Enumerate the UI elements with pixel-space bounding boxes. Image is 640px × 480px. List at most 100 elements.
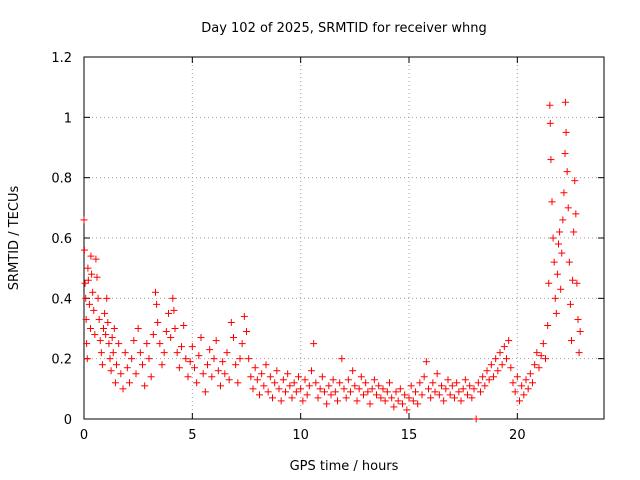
data-point bbox=[405, 394, 413, 402]
data-point bbox=[273, 367, 281, 375]
data-point bbox=[355, 385, 363, 393]
data-point bbox=[139, 361, 146, 369]
data-point bbox=[292, 388, 300, 396]
data-point bbox=[167, 334, 175, 342]
data-point bbox=[264, 388, 272, 396]
data-point bbox=[325, 382, 333, 390]
x-axis-label: GPS time / hours bbox=[290, 459, 399, 474]
data-point bbox=[507, 364, 515, 372]
data-point bbox=[83, 340, 91, 348]
data-point bbox=[570, 228, 578, 236]
y-axis-label: SRMTID / TECUs bbox=[7, 186, 22, 291]
data-point bbox=[334, 397, 341, 405]
data-point bbox=[113, 361, 120, 369]
data-point bbox=[390, 403, 398, 411]
data-point bbox=[496, 349, 504, 357]
data-point bbox=[295, 373, 302, 381]
data-point bbox=[542, 355, 549, 363]
data-point bbox=[109, 349, 117, 357]
data-point bbox=[279, 376, 287, 384]
data-point bbox=[243, 328, 250, 336]
data-point bbox=[357, 373, 365, 381]
data-point bbox=[453, 379, 461, 387]
data-point bbox=[481, 382, 489, 390]
data-point bbox=[180, 321, 188, 329]
data-point bbox=[149, 331, 157, 339]
data-point bbox=[201, 388, 209, 396]
data-point bbox=[531, 361, 539, 369]
data-point bbox=[96, 337, 104, 345]
data-point bbox=[440, 397, 448, 405]
data-point bbox=[524, 385, 532, 393]
data-point bbox=[100, 325, 107, 332]
data-point bbox=[80, 246, 88, 254]
data-point bbox=[459, 385, 467, 393]
data-point bbox=[366, 400, 374, 408]
data-point bbox=[321, 388, 328, 396]
data-point bbox=[85, 300, 93, 308]
data-point bbox=[394, 397, 402, 405]
data-point bbox=[305, 382, 313, 390]
y-tick-label: 0 bbox=[64, 413, 72, 428]
data-point bbox=[529, 379, 536, 387]
data-point bbox=[141, 382, 149, 390]
x-tick-label: 5 bbox=[188, 428, 196, 443]
data-point bbox=[247, 373, 255, 381]
data-point bbox=[431, 388, 439, 396]
data-point bbox=[284, 370, 292, 378]
data-point bbox=[316, 385, 324, 393]
data-point bbox=[381, 397, 389, 405]
data-point bbox=[173, 349, 181, 357]
data-point bbox=[331, 388, 339, 396]
data-point bbox=[470, 385, 478, 393]
data-point bbox=[555, 240, 562, 248]
data-point bbox=[559, 216, 567, 224]
data-point bbox=[214, 367, 222, 375]
data-point bbox=[82, 315, 90, 323]
data-point bbox=[516, 397, 523, 405]
data-point bbox=[375, 382, 383, 390]
data-point bbox=[446, 391, 454, 399]
data-point bbox=[210, 355, 218, 363]
data-point bbox=[500, 343, 508, 351]
data-point bbox=[271, 379, 279, 387]
data-point bbox=[546, 119, 554, 127]
data-point bbox=[84, 264, 92, 272]
data-point bbox=[94, 294, 102, 302]
data-point bbox=[518, 382, 526, 390]
y-tick-label: 0.4 bbox=[51, 292, 72, 307]
data-point bbox=[275, 385, 283, 393]
data-point bbox=[379, 385, 387, 393]
data-point bbox=[251, 364, 259, 372]
data-point bbox=[547, 156, 555, 164]
data-point bbox=[520, 391, 528, 399]
data-point bbox=[110, 325, 118, 332]
data-point bbox=[258, 370, 266, 378]
data-point bbox=[403, 406, 411, 414]
data-point bbox=[117, 370, 125, 378]
data-point bbox=[232, 361, 240, 369]
data-point bbox=[290, 379, 298, 387]
data-point bbox=[83, 355, 91, 363]
data-point bbox=[342, 394, 350, 402]
data-point bbox=[572, 210, 580, 218]
data-point bbox=[401, 391, 409, 399]
data-point bbox=[526, 370, 534, 378]
data-point bbox=[171, 325, 179, 332]
data-point bbox=[186, 358, 194, 366]
data-point bbox=[564, 204, 572, 212]
data-point bbox=[444, 376, 452, 384]
data-point bbox=[165, 309, 172, 317]
data-point bbox=[223, 349, 231, 357]
data-point bbox=[479, 373, 487, 381]
data-point bbox=[407, 382, 415, 390]
data-point bbox=[574, 315, 582, 323]
data-point bbox=[561, 150, 569, 158]
data-point bbox=[282, 388, 289, 396]
data-point bbox=[457, 397, 465, 405]
data-point bbox=[123, 364, 131, 372]
data-point bbox=[571, 177, 579, 185]
data-point bbox=[95, 315, 103, 323]
data-point bbox=[308, 367, 315, 375]
